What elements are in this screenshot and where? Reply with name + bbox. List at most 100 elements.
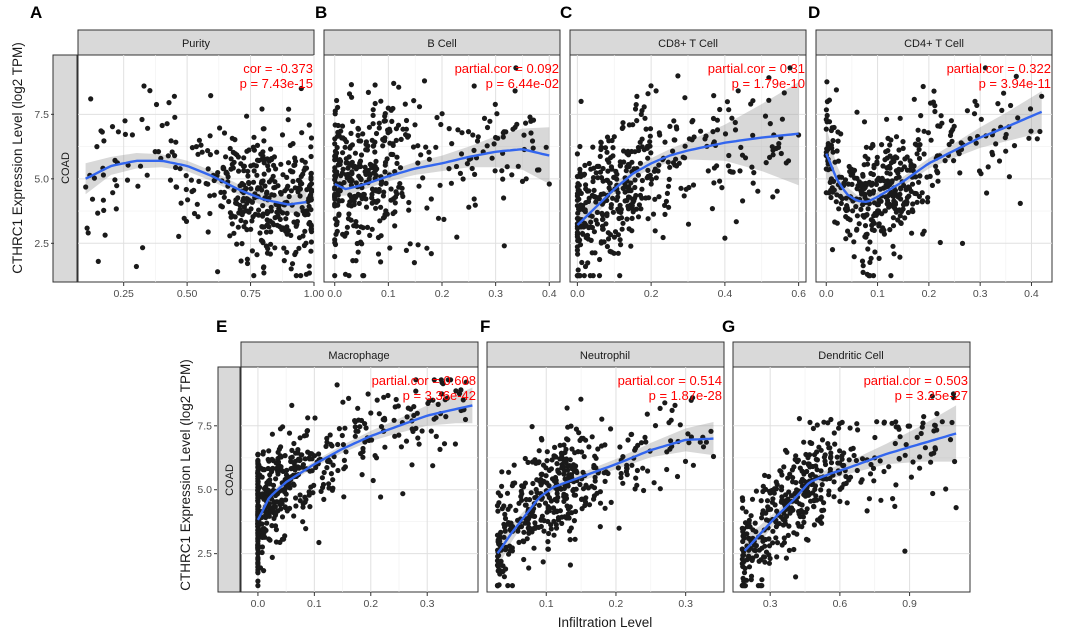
data-point-neutrophil [525,459,531,465]
data-point-purity [261,138,267,144]
data-point-neutrophil [666,420,672,426]
stat-p-macrophage: p = 3.36e-42 [403,388,476,403]
data-point-cd4-t-cell [832,219,838,225]
data-point-purity [100,172,106,178]
data-point-neutrophil [536,448,542,454]
stat-p-dendritic-cell: p = 3.25e-27 [895,388,968,403]
data-point-dendritic-cell [819,482,825,488]
data-point-macrophage [385,392,391,399]
data-point-neutrophil [632,486,638,492]
data-point-b-cell [543,144,549,150]
data-point-neutrophil [593,455,599,461]
data-point-b-cell [335,129,341,135]
data-point-b-cell [376,186,382,193]
data-point-cd4-t-cell [1011,143,1018,149]
data-point-macrophage [255,457,261,463]
data-point-cd4-t-cell [839,174,845,180]
data-point-dendritic-cell [930,490,936,497]
data-point-purity [145,125,151,131]
stat-p-purity: p = 7.43e-15 [240,76,313,91]
data-point-cd4-t-cell [978,116,984,122]
data-point-cd8-t-cell [766,97,772,103]
data-point-cd8-t-cell [618,242,624,248]
x-tick-label-macrophage: 0.3 [420,598,435,610]
data-point-cd8-t-cell [634,93,640,99]
data-point-cd4-t-cell [851,254,857,260]
data-point-macrophage [304,428,311,434]
data-point-dendritic-cell [897,434,903,440]
data-point-purity [293,273,299,279]
regression-line-cd8-t-cell [576,132,799,226]
data-point-purity [137,163,144,169]
data-point-cd8-t-cell [681,193,687,199]
data-point-macrophage [359,472,365,478]
data-point-macrophage [273,527,279,533]
data-point-neutrophil [565,483,571,489]
data-point-cd4-t-cell [862,153,868,159]
data-point-purity [135,183,141,189]
data-point-purity [285,117,291,123]
data-point-purity [308,248,314,254]
data-point-macrophage [415,435,421,441]
data-point-macrophage [378,494,384,500]
data-point-neutrophil [498,493,504,499]
x-axis-title: Infiltration Level [558,615,653,630]
data-point-b-cell [407,241,413,247]
data-point-purity [302,228,308,234]
data-point-purity [226,198,232,205]
data-point-macrophage [409,462,415,468]
data-point-dendritic-cell [810,425,817,432]
data-point-cd8-t-cell [656,162,662,168]
row-strip-label-row1: COAD [60,152,72,184]
x-tick-label-purity: 0.25 [113,288,134,300]
data-point-cd8-t-cell [647,126,654,132]
data-point-dendritic-cell [902,548,908,554]
data-point-purity [158,155,164,161]
data-point-cd4-t-cell [957,170,963,176]
data-point-cd4-t-cell [1027,106,1034,112]
data-point-cd8-t-cell [650,211,657,217]
data-point-cd4-t-cell [985,164,991,170]
data-point-neutrophil [516,500,522,506]
data-point-cd8-t-cell [586,160,592,167]
data-point-neutrophil [494,532,501,538]
data-point-cd4-t-cell [876,255,882,261]
data-point-purity [174,184,180,190]
y-axis-title-row1: CTHRC1 Expression Level (log2 TPM) [10,42,25,274]
data-point-cd4-t-cell [884,116,890,122]
data-point-b-cell [346,154,352,160]
data-point-purity [223,154,229,160]
data-point-dendritic-cell [847,425,853,431]
data-point-macrophage [292,458,299,464]
data-point-purity [244,208,250,214]
data-point-cd4-t-cell [845,228,851,234]
data-point-cd4-t-cell [860,171,866,178]
data-point-neutrophil [617,444,623,450]
data-point-b-cell [504,164,510,170]
data-point-purity [264,250,271,256]
data-point-macrophage [312,415,318,421]
data-point-cd8-t-cell [656,194,662,200]
data-point-purity [308,171,314,177]
data-point-macrophage [300,504,306,510]
data-point-cd4-t-cell [890,223,897,229]
data-point-cd8-t-cell [678,185,684,191]
data-point-cd4-t-cell [984,190,990,196]
data-point-macrophage [458,387,464,393]
data-point-purity [254,172,260,178]
data-point-macrophage [414,410,420,416]
data-point-b-cell [441,216,447,222]
data-point-cd4-t-cell [908,163,914,169]
data-point-neutrophil [548,526,554,532]
data-point-macrophage [462,416,469,423]
data-point-cd4-t-cell [956,151,962,157]
data-point-cd8-t-cell [628,243,634,249]
data-point-macrophage [265,487,271,493]
data-point-neutrophil [674,473,681,480]
data-point-macrophage [335,441,341,448]
data-point-purity [205,148,211,154]
data-point-cd8-t-cell [675,73,681,79]
data-point-cd8-t-cell [586,195,592,201]
data-point-dendritic-cell [783,555,790,561]
data-point-purity [308,181,315,187]
